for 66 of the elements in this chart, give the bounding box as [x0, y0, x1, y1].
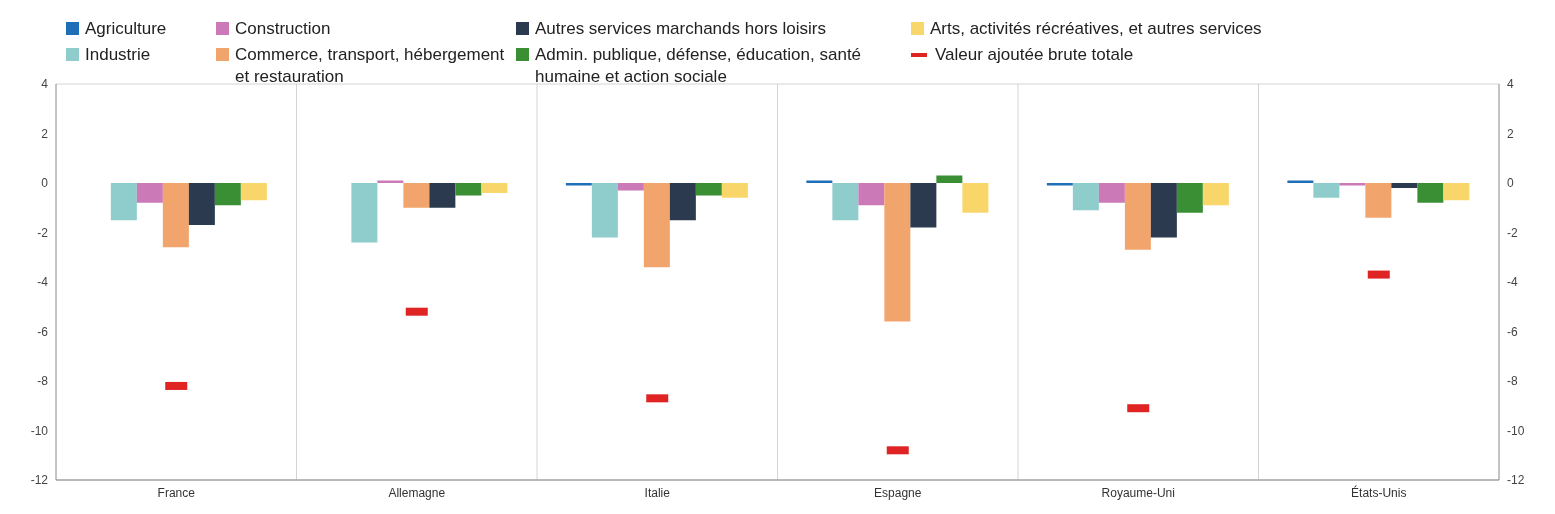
x-tick-label: Royaume-Uni: [1101, 485, 1175, 500]
bar: [429, 183, 456, 208]
y-tick-label: 2: [41, 126, 49, 141]
bar: [643, 183, 670, 268]
y-tick-label: -8: [37, 374, 49, 389]
bar: [1391, 183, 1418, 188]
x-tick-label: France: [157, 485, 196, 500]
bar: [591, 183, 618, 238]
bar: [669, 183, 696, 221]
bar: [1150, 183, 1177, 238]
legend-label: Commerce, transport, hébergement et restauration: [235, 44, 505, 88]
bar: [858, 183, 885, 206]
bar: [721, 183, 748, 198]
bar: [214, 183, 241, 206]
y-tick-label: -10: [30, 423, 49, 438]
y2-tick-label: -6: [1507, 324, 1518, 339]
x-tick-label: États-Unis: [1351, 484, 1407, 500]
bar: [1202, 183, 1229, 206]
y2-tick-label: 2: [1507, 126, 1514, 141]
bar: [481, 183, 508, 193]
bar: [1072, 183, 1099, 211]
legend-label: Valeur ajoutée brute totale: [935, 44, 1134, 66]
y2-tick-label: -10: [1507, 423, 1525, 438]
x-tick-label: Italie: [644, 485, 671, 500]
y-tick-label: 4: [41, 77, 49, 92]
bar: [884, 183, 911, 322]
legend-label: Industrie: [85, 44, 151, 66]
y2-tick-label: -12: [1507, 473, 1525, 488]
y-tick-label: -12: [30, 473, 49, 488]
bar: [162, 183, 189, 248]
y2-tick-label: 4: [1507, 77, 1514, 92]
bar: [1098, 183, 1125, 203]
x-tick-label: Allemagne: [388, 485, 446, 500]
bar: [1365, 183, 1392, 218]
x-tick-label: Espagne: [874, 485, 922, 500]
legend-label: Autres services marchands hors loisirs: [535, 18, 826, 40]
bar: [136, 183, 163, 203]
bar: [1176, 183, 1203, 213]
bar: [1313, 183, 1340, 198]
bar: [936, 175, 963, 183]
bar: [1417, 183, 1444, 203]
y-tick-label: -6: [37, 324, 49, 339]
y-tick-label: -2: [37, 225, 49, 240]
bar: [110, 183, 137, 221]
bar: [1443, 183, 1470, 201]
legend-label: Agriculture: [85, 18, 167, 40]
bar: [351, 183, 378, 243]
bar: [617, 183, 644, 191]
legend-label: Admin. publique, défense, éducation, santé humaine et action sociale: [535, 44, 863, 88]
bar: [188, 183, 215, 226]
legend-label: Construction: [235, 18, 331, 40]
y2-tick-label: -4: [1507, 275, 1518, 290]
bar: [910, 183, 937, 228]
bar: [1124, 183, 1151, 250]
y2-tick-label: 0: [1507, 176, 1514, 191]
bar: [962, 183, 989, 213]
bar: [240, 183, 267, 201]
y2-tick-label: -2: [1507, 225, 1518, 240]
bar: [695, 183, 722, 196]
bar: [403, 183, 430, 208]
legend-label: Arts, activités récréatives, et autres services: [930, 18, 1262, 40]
y2-tick-label: -8: [1507, 374, 1518, 389]
y-tick-label: -4: [37, 275, 49, 290]
bar: [832, 183, 859, 221]
bar: [455, 183, 482, 196]
y-tick-label: 0: [41, 176, 49, 191]
